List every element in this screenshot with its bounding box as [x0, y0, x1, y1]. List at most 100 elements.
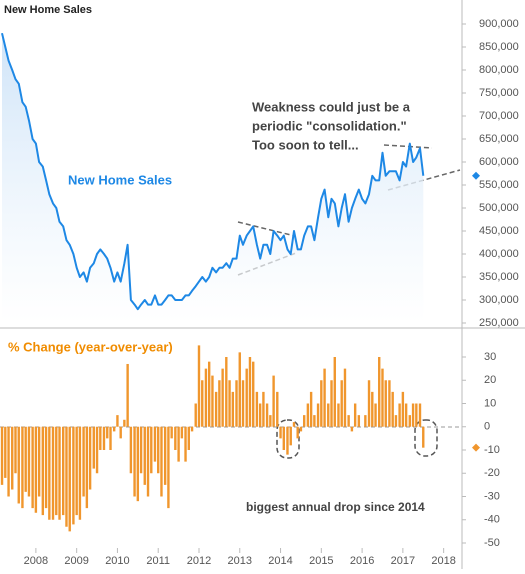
bar [221, 368, 224, 427]
bar [225, 357, 228, 427]
bar [282, 426, 286, 450]
area [2, 33, 424, 323]
y-tick-label: -10 [484, 444, 500, 456]
last-value-marker [472, 171, 480, 180]
bar [340, 380, 343, 427]
bar [327, 403, 330, 427]
bar [374, 403, 377, 427]
bar [41, 426, 45, 516]
y-tick-label: 800,000 [479, 64, 519, 76]
annotation: Weakness could just be a [252, 99, 411, 114]
bar [34, 426, 38, 513]
bar [371, 391, 374, 427]
bar [231, 391, 235, 427]
bar [129, 426, 133, 474]
bar [292, 422, 296, 427]
bar [272, 375, 275, 427]
bar [123, 419, 126, 427]
y-tick-label: -20 [484, 467, 500, 479]
y-tick-label: 20 [484, 374, 496, 386]
bar [313, 415, 316, 427]
bar [252, 361, 255, 427]
bar [211, 375, 214, 427]
bar [262, 391, 265, 427]
bar [286, 426, 289, 455]
bar [37, 426, 41, 497]
bar [116, 415, 119, 427]
bar [174, 426, 177, 450]
bar [418, 403, 422, 427]
annotation: periodic "consolidation." [252, 118, 407, 133]
bar [255, 391, 259, 427]
bar [391, 391, 394, 427]
bar [44, 426, 48, 509]
bar [316, 403, 320, 427]
bar [408, 415, 412, 427]
bar [146, 426, 150, 497]
bar [306, 403, 310, 427]
bar [17, 426, 20, 504]
bar [27, 426, 31, 497]
x-tick-label: 2014 [268, 555, 292, 567]
y-tick-label: 650,000 [479, 133, 519, 145]
bar [65, 426, 68, 527]
bar [384, 380, 387, 427]
bar [7, 426, 10, 497]
last-value-marker [472, 443, 480, 452]
bar [75, 426, 78, 516]
x-tick-label: 2008 [24, 555, 48, 567]
bar [201, 380, 204, 427]
trend-line [237, 221, 296, 237]
bar [112, 426, 116, 432]
bar [394, 415, 398, 427]
bar [276, 391, 279, 427]
line [1, 32, 425, 311]
bar [95, 426, 99, 474]
bar [11, 426, 14, 490]
bar [55, 426, 58, 516]
bar [265, 403, 269, 427]
bar [367, 380, 371, 427]
annotation: Too soon to tell... [252, 137, 359, 152]
x-tick-label: 2015 [309, 555, 333, 567]
x-tick-label: 2012 [187, 555, 211, 567]
bar [143, 426, 146, 485]
bar [347, 415, 350, 427]
chart-title: New Home Sales [4, 4, 92, 16]
bar [24, 426, 27, 492]
bar [337, 403, 340, 427]
bar [184, 426, 187, 462]
bar [279, 426, 282, 439]
y-tick-label: 30 [484, 351, 496, 363]
bar [289, 426, 292, 446]
bar [388, 380, 391, 427]
x-tick-label: 2018 [431, 555, 455, 567]
bar [302, 415, 306, 427]
bar [357, 415, 361, 427]
bar [102, 426, 106, 450]
bar [411, 403, 415, 427]
bar [139, 426, 143, 474]
y-tick-label: 600,000 [479, 156, 519, 168]
bar [398, 403, 401, 427]
bar [190, 426, 194, 432]
y-tick-label: 0 [484, 421, 490, 433]
bar [309, 391, 313, 427]
bar [99, 426, 102, 450]
bar [0, 426, 4, 485]
bar [177, 426, 180, 462]
bar [72, 426, 75, 525]
bar [88, 426, 92, 490]
y-tick-label: 700,000 [479, 110, 519, 122]
bar [323, 368, 326, 427]
bar [299, 426, 303, 432]
bar [78, 426, 82, 520]
bar [258, 403, 262, 427]
x-tick-label: 2016 [350, 555, 374, 567]
bar [68, 426, 71, 532]
bar [241, 380, 245, 427]
bar [51, 426, 55, 520]
y-tick-label: -40 [484, 514, 500, 526]
y-tick-label: 350,000 [479, 271, 519, 283]
